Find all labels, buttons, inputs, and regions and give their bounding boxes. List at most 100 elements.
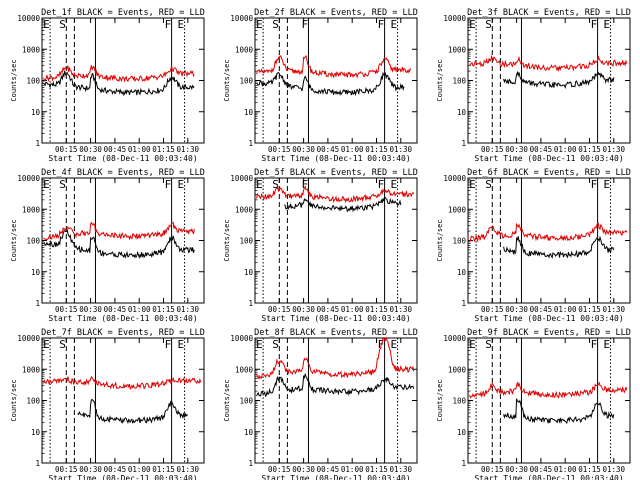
x-tick-label: 00:15: [481, 305, 504, 314]
y-tick-label: 1000: [235, 365, 254, 374]
x-tick-label: 00:30: [79, 465, 102, 474]
x-axis-label: Start Time (08-Dec-11 00:03:40): [48, 314, 197, 323]
x-tick-label: 01:30: [177, 305, 200, 314]
chart-panel: Det_7f BLACK = Events, RED = LLD 1 10 100 10…: [10, 328, 205, 480]
x-tick-label: 01:30: [177, 465, 200, 474]
time-marker-label: S: [272, 18, 279, 31]
y-tick-label: 10: [457, 108, 467, 117]
chart-panel: Det_1f BLACK = Events, RED = LLD 1 10 100 10…: [10, 8, 205, 163]
y-tick-label: 1000: [448, 205, 467, 214]
y-tick-label: 100: [26, 237, 40, 246]
y-tick-label: 1000: [22, 45, 41, 54]
y-tick-label: 10: [31, 428, 41, 437]
y-tick-label: 10000: [230, 334, 253, 343]
chart-title: Det_8f BLACK = Events, RED = LLD: [254, 328, 418, 338]
series-line: [43, 375, 202, 390]
chart-panel: Det_2f BLACK = Events, RED = LLD 1 10 100 10…: [223, 8, 418, 163]
chart-panel: Det_4f BLACK = Events, RED = LLD 1 10 100 10…: [10, 168, 205, 323]
x-axis-label: Start Time (08-Dec-11 00:03:40): [261, 314, 410, 323]
time-marker-label: S: [272, 178, 279, 191]
x-axis-label: Start Time (08-Dec-11 00:03:40): [48, 474, 197, 480]
time-marker-label: F: [301, 178, 308, 191]
time-marker-label: S: [59, 338, 66, 351]
time-marker-label: E: [178, 338, 185, 351]
series-line: [284, 196, 402, 213]
series-line: [43, 65, 195, 83]
x-tick-label: 00:15: [481, 145, 504, 154]
y-axis-label: Counts/sec: [10, 59, 18, 101]
y-tick-label: 1000: [22, 365, 41, 374]
y-tick-label: 10: [31, 268, 41, 277]
x-tick-label: 00:15: [55, 465, 78, 474]
x-tick-label: 00:45: [317, 305, 340, 314]
x-tick-label: 01:30: [603, 145, 626, 154]
time-marker-label: E: [469, 338, 476, 351]
y-tick-label: 1: [248, 459, 253, 468]
y-axis-label: Counts/sec: [436, 59, 444, 101]
time-marker-label: S: [59, 178, 66, 191]
y-tick-label: 10: [457, 268, 467, 277]
y-tick-label: 1000: [235, 45, 254, 54]
x-tick-label: 01:00: [341, 305, 364, 314]
series-line: [256, 336, 415, 380]
y-tick-label: 10000: [230, 174, 253, 183]
chart-panel: Det_3f BLACK = Events, RED = LLD 1 10 100 10…: [436, 8, 631, 163]
x-tick-label: 01:15: [365, 145, 388, 154]
y-tick-label: 10000: [443, 174, 466, 183]
y-tick-label: 1: [461, 139, 466, 148]
x-tick-label: 01:15: [578, 305, 601, 314]
chart-panel: Det_9f BLACK = Events, RED = LLD 1 10 100 10…: [436, 328, 631, 480]
y-tick-label: 1: [461, 299, 466, 308]
x-tick-label: 00:15: [268, 305, 291, 314]
y-tick-label: 1000: [235, 205, 254, 214]
x-tick-label: 00:45: [317, 465, 340, 474]
x-tick-label: 00:45: [104, 465, 127, 474]
y-tick-label: 100: [452, 237, 466, 246]
y-axis-label: Counts/sec: [223, 59, 231, 101]
series-line: [469, 222, 628, 243]
time-marker-label: S: [485, 338, 492, 351]
time-marker-label: E: [604, 338, 611, 351]
y-tick-label: 10000: [443, 334, 466, 343]
x-tick-label: 01:00: [554, 305, 577, 314]
x-tick-label: 00:30: [79, 145, 102, 154]
y-tick-label: 100: [26, 77, 40, 86]
y-tick-label: 100: [26, 397, 40, 406]
series-line: [256, 71, 405, 97]
x-tick-label: 01:30: [603, 465, 626, 474]
series-line: [503, 235, 615, 259]
x-tick-label: 00:45: [317, 145, 340, 154]
x-tick-label: 01:00: [554, 465, 577, 474]
chart-title: Det_5f BLACK = Events, RED = LLD: [254, 168, 418, 178]
x-tick-label: 00:45: [530, 305, 553, 314]
y-tick-label: 100: [239, 237, 253, 246]
time-marker-label: F: [378, 18, 385, 31]
time-marker-label: F: [591, 338, 598, 351]
y-axis-label: Counts/sec: [10, 379, 18, 421]
y-tick-label: 1000: [22, 205, 41, 214]
time-marker-label: E: [256, 178, 263, 191]
x-tick-label: 01:30: [390, 145, 413, 154]
x-tick-label: 00:15: [481, 465, 504, 474]
chart-panel: Det_6f BLACK = Events, RED = LLD 1 10 100 10…: [436, 168, 631, 323]
x-tick-label: 00:15: [55, 145, 78, 154]
x-tick-label: 01:00: [554, 145, 577, 154]
time-marker-label: F: [591, 178, 598, 191]
x-tick-label: 00:15: [268, 145, 291, 154]
x-tick-label: 01:00: [128, 305, 151, 314]
x-axis-label: Start Time (08-Dec-11 00:03:40): [261, 474, 410, 480]
x-axis-label: Start Time (08-Dec-11 00:03:40): [48, 154, 197, 163]
series-line: [43, 227, 195, 260]
y-tick-label: 100: [452, 77, 466, 86]
time-marker-label: F: [165, 178, 172, 191]
x-axis-label: Start Time (08-Dec-11 00:03:40): [474, 154, 623, 163]
x-tick-label: 00:30: [505, 305, 528, 314]
time-marker-label: E: [43, 338, 50, 351]
chart-title: Det_4f BLACK = Events, RED = LLD: [41, 168, 205, 178]
x-tick-label: 01:30: [390, 305, 413, 314]
y-tick-label: 1: [461, 459, 466, 468]
chart-title: Det_1f BLACK = Events, RED = LLD: [41, 8, 205, 18]
x-tick-label: 01:15: [578, 465, 601, 474]
y-tick-label: 1000: [448, 365, 467, 374]
